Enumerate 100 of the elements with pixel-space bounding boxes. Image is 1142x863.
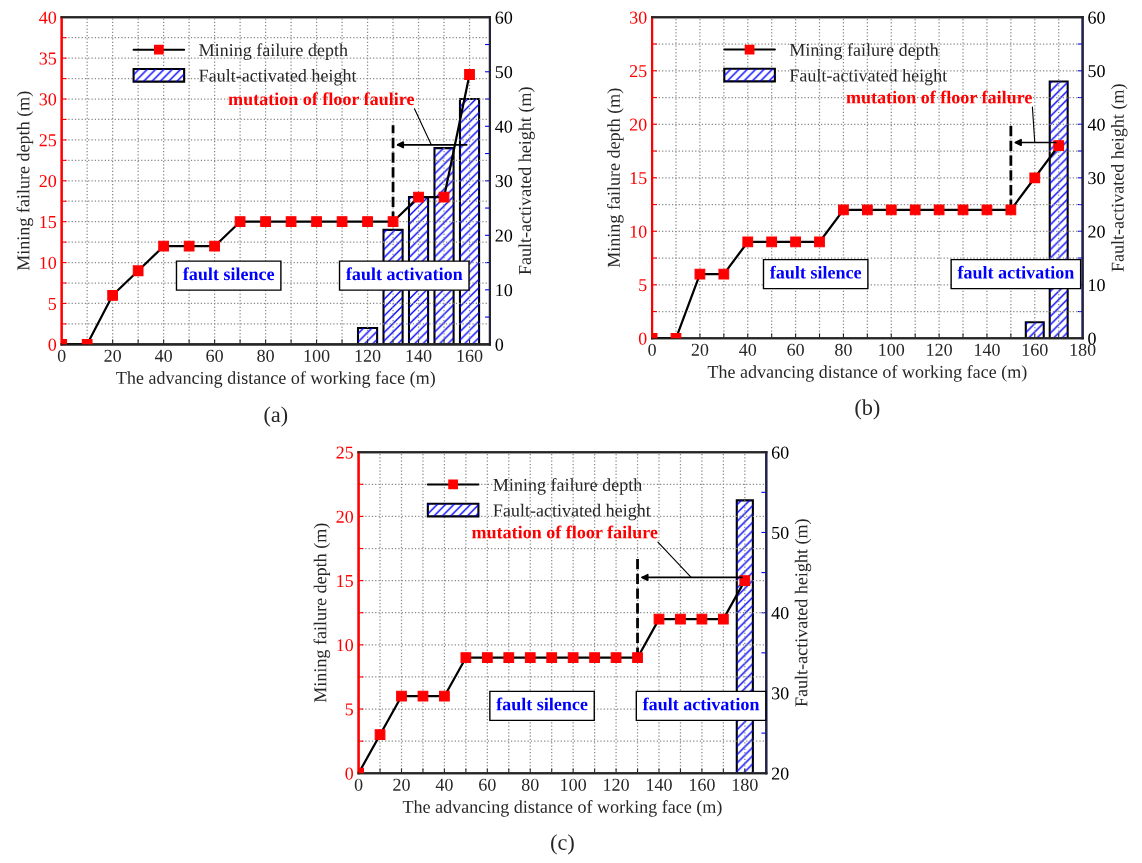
point — [387, 216, 399, 228]
x-tick-label: 140 — [974, 343, 1000, 356]
point — [909, 204, 921, 216]
point — [1005, 204, 1017, 216]
point — [610, 652, 622, 664]
point — [589, 652, 600, 664]
point — [632, 652, 643, 664]
point — [158, 240, 170, 252]
point — [861, 204, 873, 216]
y2-tick-label: 30 — [1088, 172, 1105, 185]
legend-label: Mining failure depth — [789, 43, 939, 60]
y-axis-title: Mining failure depth (m) — [607, 88, 624, 268]
y-tick-label: 10 — [40, 256, 57, 270]
x-tick-label: 160 — [457, 349, 483, 362]
y2-tick-label: 20 — [495, 229, 513, 242]
annotation: fault activation — [957, 265, 1075, 279]
annotation: mutation of floor faulire — [228, 92, 414, 106]
y2-axis-title: Fault-activated height (m) — [1111, 84, 1128, 272]
x-tick-label: 40 — [154, 349, 172, 362]
point — [503, 652, 515, 664]
y2-tick-label: 10 — [496, 284, 513, 297]
y-tick-label: 15 — [630, 172, 647, 185]
y2-axis-title: Fault-activated height (m) — [794, 519, 812, 707]
point — [546, 652, 558, 664]
y2-axis-title: Fault-activated height (m) — [518, 87, 535, 275]
y2-tick-label: 10 — [1089, 279, 1105, 292]
point — [481, 652, 493, 664]
y-tick-label: 10 — [337, 639, 354, 652]
y-tick-label: 30 — [630, 11, 647, 24]
y-tick-label: 20 — [629, 118, 647, 131]
y2-tick-label: 30 — [495, 175, 513, 188]
legend-label: Fault-activated height — [493, 503, 651, 521]
y-tick-label: 15 — [337, 574, 354, 588]
point — [362, 216, 373, 228]
x-tick-label: 60 — [206, 349, 223, 362]
x-axis-title: The advancing distance of working face (m) — [116, 371, 435, 388]
y-tick-label: 5 — [345, 703, 354, 716]
y2-tick-label: 60 — [1088, 11, 1105, 24]
point — [766, 236, 778, 248]
x-tick-label: 0 — [648, 343, 656, 356]
y2-tick-label: 60 — [771, 446, 789, 459]
x-tick-label: 140 — [406, 349, 432, 362]
point — [739, 575, 751, 587]
text: (b) — [855, 399, 880, 420]
point — [260, 216, 271, 228]
point — [524, 652, 536, 664]
y-tick-label: 25 — [336, 446, 354, 459]
point — [933, 204, 945, 216]
y-tick-label: 15 — [40, 216, 57, 229]
x-tick-label: 140 — [647, 778, 672, 791]
point — [838, 204, 849, 216]
x-tick-label: 0 — [57, 349, 66, 362]
x-tick-label: 120 — [927, 343, 952, 356]
point — [336, 216, 348, 228]
point — [718, 268, 730, 280]
legend-label: Mining failure depth — [199, 43, 348, 60]
y2-tick-label: 20 — [1088, 225, 1105, 238]
y-tick-label: 30 — [39, 93, 57, 106]
point — [396, 690, 407, 702]
y2-tick-label: 50 — [1088, 65, 1105, 78]
y-axis-title: Mining failure depth (m) — [313, 523, 331, 703]
annotation: fault silence — [496, 697, 588, 711]
point — [790, 236, 801, 248]
x-tick-label: 20 — [691, 343, 709, 356]
y2-tick-label: 60 — [495, 11, 513, 24]
point — [183, 240, 195, 252]
point — [413, 191, 424, 203]
text: (c) — [551, 834, 574, 855]
point — [438, 191, 450, 203]
x-tick-label: 80 — [835, 343, 852, 356]
legend-label: Fault-activated height — [789, 68, 948, 86]
y2-tick-label: 50 — [772, 526, 789, 539]
x-tick-label: 20 — [393, 778, 410, 791]
point — [234, 216, 246, 228]
legend-label: Fault-activated height — [199, 69, 357, 86]
x-tick-label: 80 — [257, 349, 274, 362]
x-tick-label: 180 — [1070, 343, 1096, 356]
annotation: mutation of floor failure — [846, 90, 1032, 104]
point — [107, 289, 119, 301]
point — [285, 216, 297, 228]
y2-tick-label: 30 — [772, 687, 789, 700]
point — [374, 729, 386, 741]
x-tick-label: 160 — [1022, 343, 1048, 356]
x-tick-label: 160 — [689, 778, 715, 791]
x-tick-label: 40 — [739, 343, 757, 356]
y-tick-label: 0 — [638, 332, 647, 345]
point — [417, 690, 429, 702]
y2-tick-label: 20 — [771, 767, 789, 780]
point — [460, 652, 472, 664]
y-tick-label: 20 — [336, 510, 354, 523]
y-tick-label: 25 — [629, 65, 647, 78]
annotation: fault activation — [642, 697, 760, 711]
x-axis-title: The advancing distance of working face (m) — [707, 365, 1027, 382]
y-tick-label: 10 — [630, 225, 647, 238]
y2-tick-label: 40 — [1087, 118, 1105, 131]
x-tick-label: 0 — [354, 778, 363, 791]
point — [653, 613, 665, 625]
x-axis-title: The advancing distance of working face (m) — [402, 800, 722, 817]
legend-label: Mining failure depth — [493, 478, 643, 495]
y-tick-label: 5 — [48, 297, 57, 310]
